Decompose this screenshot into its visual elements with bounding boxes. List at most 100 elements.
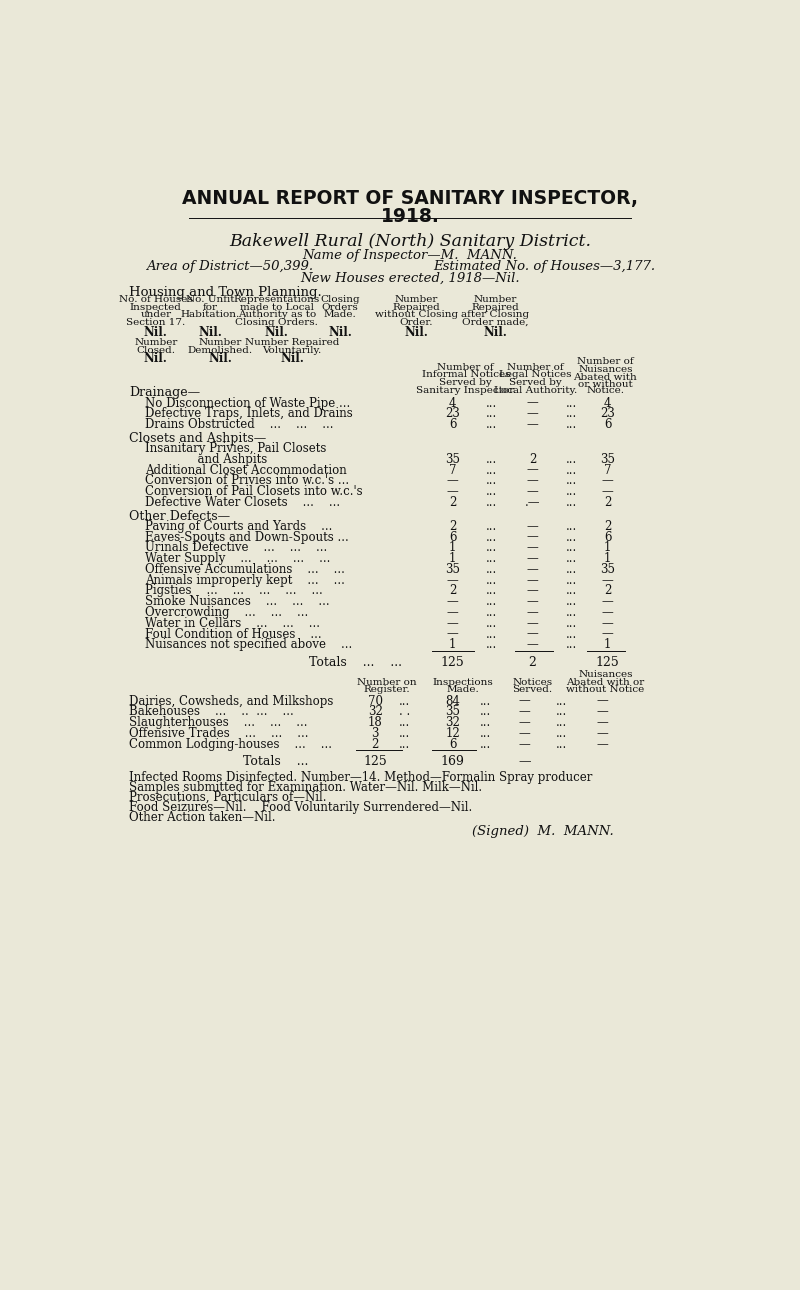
- Text: 23: 23: [600, 408, 615, 421]
- Text: Nil.: Nil.: [208, 352, 232, 365]
- Text: Infected Rooms Disinfected. Number—14. Method—Formalin Spray producer: Infected Rooms Disinfected. Number—14. M…: [130, 771, 593, 784]
- Text: —: —: [596, 694, 608, 708]
- Text: ...: ...: [486, 530, 497, 543]
- Text: 84: 84: [445, 694, 460, 708]
- Text: ...: ...: [566, 562, 577, 575]
- Text: —: —: [602, 595, 614, 609]
- Text: Order made,: Order made,: [462, 319, 529, 328]
- Text: 7: 7: [604, 463, 611, 476]
- Text: Made.: Made.: [446, 685, 479, 694]
- Text: ...: ...: [486, 639, 497, 651]
- Text: ...: ...: [399, 716, 410, 729]
- Text: —: —: [526, 552, 538, 565]
- Text: Closing Orders.: Closing Orders.: [235, 319, 318, 328]
- Text: 6: 6: [449, 418, 456, 431]
- Text: ...: ...: [486, 396, 497, 410]
- Text: Sanitary Inspector.: Sanitary Inspector.: [416, 386, 516, 395]
- Text: Served by: Served by: [439, 378, 492, 387]
- Text: —: —: [602, 485, 614, 498]
- Text: ...: ...: [566, 606, 577, 619]
- Text: Defective Traps, Inlets, and Drains: Defective Traps, Inlets, and Drains: [145, 408, 353, 421]
- Text: Section 17.: Section 17.: [126, 319, 186, 328]
- Text: ...: ...: [480, 706, 491, 719]
- Text: 2: 2: [604, 584, 611, 597]
- Text: —: —: [602, 574, 614, 587]
- Text: ...: ...: [486, 485, 497, 498]
- Text: ...: ...: [566, 552, 577, 565]
- Text: —: —: [446, 485, 458, 498]
- Text: —: —: [526, 485, 538, 498]
- Text: Served by: Served by: [509, 378, 562, 387]
- Text: Notices: Notices: [512, 677, 553, 686]
- Text: or without: or without: [578, 381, 633, 390]
- Text: Samples submitted for Examination. Water—Nil. Milk—Nil.: Samples submitted for Examination. Water…: [130, 780, 482, 793]
- Text: Insanitary Privies, Pail Closets: Insanitary Privies, Pail Closets: [145, 442, 326, 455]
- Text: ...: ...: [480, 694, 491, 708]
- Text: Number: Number: [474, 295, 517, 304]
- Text: —: —: [526, 520, 538, 533]
- Text: 35: 35: [445, 706, 460, 719]
- Text: Register.: Register.: [363, 685, 410, 694]
- Text: ...: ...: [566, 595, 577, 609]
- Text: Offensive Accumulations    ...    ...: Offensive Accumulations ... ...: [145, 562, 345, 575]
- Text: —: —: [602, 606, 614, 619]
- Text: Water in Cellars    ...    ...    ...: Water in Cellars ... ... ...: [145, 617, 320, 630]
- Text: 12: 12: [446, 726, 460, 740]
- Text: —: —: [526, 408, 538, 421]
- Text: —: —: [602, 475, 614, 488]
- Text: without Closing: without Closing: [374, 311, 458, 320]
- Text: —: —: [596, 726, 608, 740]
- Text: Legal Notices: Legal Notices: [499, 370, 572, 379]
- Text: Urinals Defective    ...    ...    ...: Urinals Defective ... ... ...: [145, 542, 327, 555]
- Text: Number: Number: [394, 295, 438, 304]
- Text: 2: 2: [449, 584, 456, 597]
- Text: without Notice: without Notice: [566, 685, 645, 694]
- Text: ...: ...: [486, 475, 497, 488]
- Text: Offensive Trades    ...    ...    ...: Offensive Trades ... ... ...: [130, 726, 309, 740]
- Text: Drainage—: Drainage—: [130, 386, 201, 399]
- Text: 1: 1: [604, 639, 611, 651]
- Text: Eaves-Spouts and Down-Spouts ...: Eaves-Spouts and Down-Spouts ...: [145, 530, 349, 543]
- Text: 125: 125: [596, 657, 619, 670]
- Text: —: —: [446, 475, 458, 488]
- Text: ...: ...: [555, 716, 566, 729]
- Text: Demolished.: Demolished.: [187, 346, 253, 355]
- Text: —: —: [602, 627, 614, 641]
- Text: —: —: [526, 617, 538, 630]
- Text: ...: ...: [486, 542, 497, 555]
- Text: 70: 70: [368, 694, 382, 708]
- Text: Repaired: Repaired: [471, 303, 519, 312]
- Text: Totals    ...    ...: Totals ... ...: [310, 657, 402, 670]
- Text: Representations: Representations: [234, 295, 320, 304]
- Text: Drains Obstructed    ...    ...    ...: Drains Obstructed ... ... ...: [145, 418, 334, 431]
- Text: ...: ...: [566, 463, 577, 476]
- Text: —: —: [519, 694, 530, 708]
- Text: ...: ...: [566, 495, 577, 510]
- Text: ...: ...: [555, 738, 566, 751]
- Text: ...: ...: [486, 627, 497, 641]
- Text: 2: 2: [449, 520, 456, 533]
- Text: ...: ...: [486, 606, 497, 619]
- Text: Slaughterhouses    ...    ...    ...: Slaughterhouses ... ... ...: [130, 716, 308, 729]
- Text: No. of Houses: No. of Houses: [119, 295, 193, 304]
- Text: ...: ...: [486, 418, 497, 431]
- Text: 2: 2: [604, 520, 611, 533]
- Text: Inspections: Inspections: [432, 677, 493, 686]
- Text: made to Local: made to Local: [240, 303, 314, 312]
- Text: Other Action taken—Nil.: Other Action taken—Nil.: [130, 811, 276, 824]
- Text: ...: ...: [480, 726, 491, 740]
- Text: 32: 32: [445, 716, 460, 729]
- Text: Nil.: Nil.: [483, 326, 507, 339]
- Text: —: —: [446, 627, 458, 641]
- Text: ...: ...: [486, 584, 497, 597]
- Text: —: —: [519, 706, 530, 719]
- Text: Authority as to: Authority as to: [238, 311, 316, 320]
- Text: 2: 2: [449, 495, 456, 510]
- Text: Served.: Served.: [512, 685, 553, 694]
- Text: —: —: [596, 716, 608, 729]
- Text: ...: ...: [399, 738, 410, 751]
- Text: Number of: Number of: [507, 362, 564, 372]
- Text: —: —: [446, 617, 458, 630]
- Text: ...: ...: [566, 418, 577, 431]
- Text: 6: 6: [604, 530, 611, 543]
